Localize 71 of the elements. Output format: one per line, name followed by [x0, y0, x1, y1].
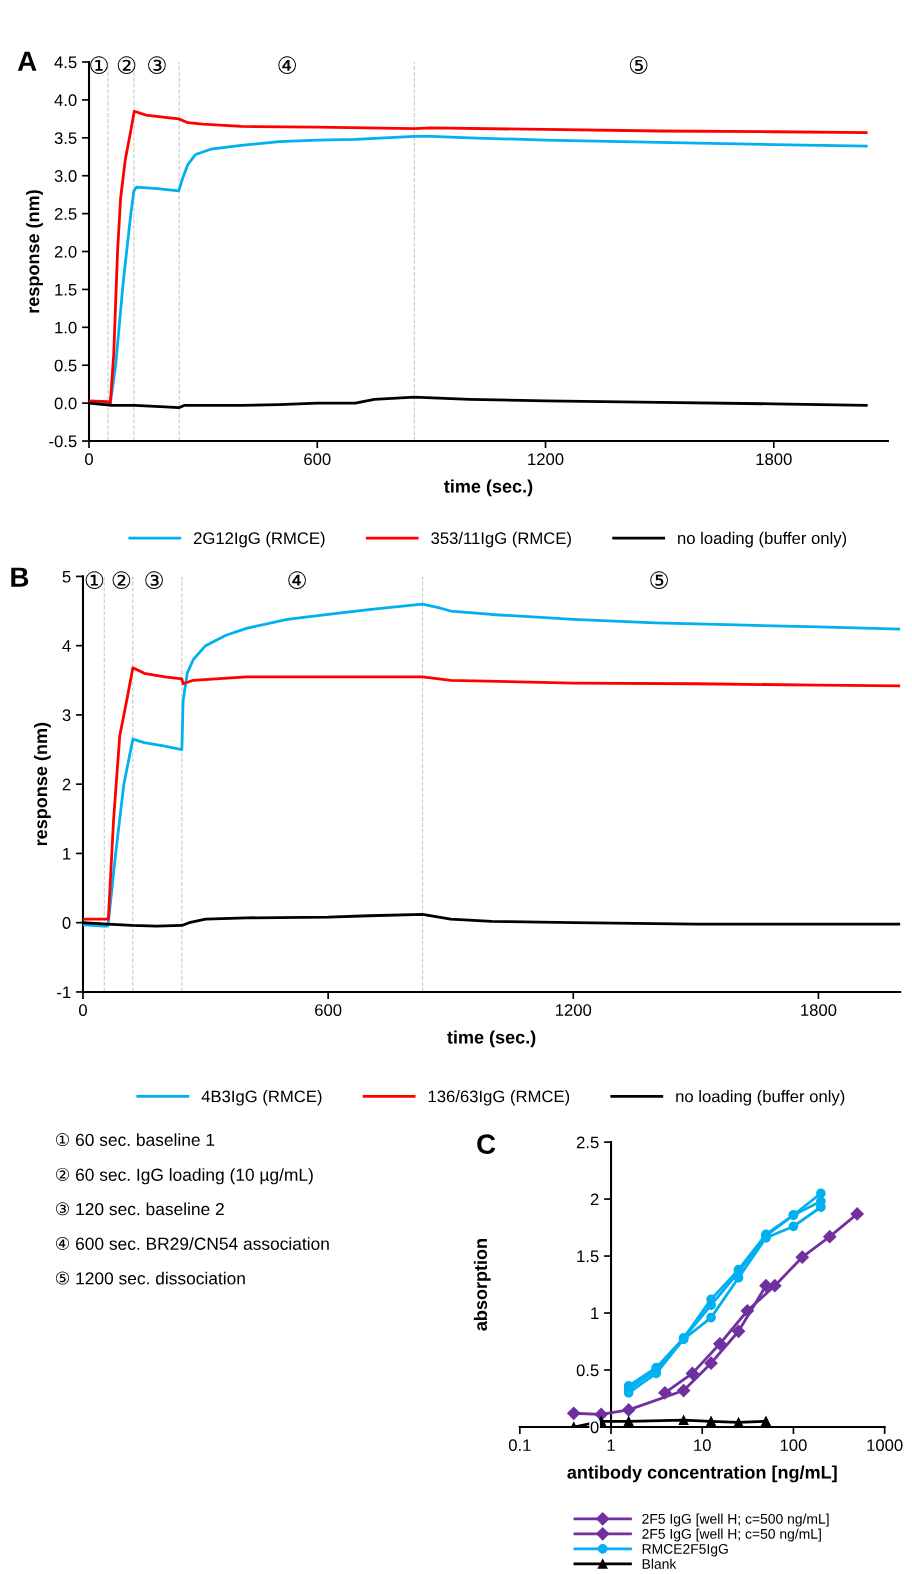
x-tick-label: 1 — [607, 1439, 615, 1451]
y-tick-label: 0 — [590, 1421, 599, 1434]
x-axis-title: time (sec.) — [447, 1030, 536, 1048]
y-tick-label: -1 — [57, 986, 71, 998]
annotation: ② — [112, 571, 131, 589]
y-tick-label: 2.5 — [54, 208, 77, 220]
annotation: ① — [85, 571, 104, 589]
y-tick-label: 2.0 — [54, 245, 77, 258]
chart-title: A — [17, 51, 37, 71]
y-tick-label: 3 — [62, 709, 71, 722]
y-tick-label: 1.5 — [577, 1250, 599, 1263]
y-tick-label: 1 — [591, 1307, 599, 1320]
legend-label: RMCE2F5IgG — [642, 1543, 728, 1557]
y-tick-label: 1.0 — [55, 321, 77, 334]
legend-label: 136/63IgG (RMCE) — [428, 1090, 570, 1106]
y-axis-title: response (nm) — [33, 722, 51, 846]
annotation: ② — [117, 56, 136, 75]
x-tick-label: 1200 — [528, 453, 564, 466]
annotation: ④ — [288, 571, 306, 589]
text: ① 60 sec. baseline 1 — [56, 1133, 215, 1147]
y-tick-label: 2 — [62, 778, 71, 791]
x-tick-label: 0 — [85, 453, 93, 466]
text: ④ 600 sec. BR29/CN54 association — [56, 1236, 329, 1250]
legend-label: 4B3IgG (RMCE) — [201, 1090, 322, 1106]
y-tick-label: 0 — [62, 917, 71, 929]
y-tick-label: 2 — [590, 1193, 599, 1206]
y-axis-title: absorption — [473, 1239, 491, 1331]
legend-label: 2F5 IgG [well H; c=500 ng/mL] — [642, 1513, 829, 1527]
y-tick-label: 0.5 — [54, 359, 77, 372]
x-tick-label: 0 — [79, 1004, 87, 1016]
y-tick-label: 4 — [62, 640, 71, 652]
chart-title: C — [477, 1134, 496, 1154]
y-tick-label: -0.5 — [49, 435, 77, 448]
y-tick-label: 3.0 — [54, 170, 77, 182]
annotation: ③ — [148, 56, 166, 75]
x-tick-label: 1000 — [867, 1439, 903, 1452]
y-tick-label: 1 — [63, 848, 71, 860]
annotation: ⑤ — [650, 571, 668, 589]
annotation: ③ — [145, 571, 163, 589]
x-axis-title: antibody concentration [ng/mL] — [567, 1465, 837, 1483]
y-tick-label: 0.5 — [576, 1364, 599, 1377]
y-tick-label: 2.5 — [576, 1136, 599, 1149]
x-axis-title: time (sec.) — [444, 479, 533, 497]
legend-label: 2F5 IgG [well H; c=50 ng/mL] — [642, 1528, 821, 1542]
y-tick-label: 3.5 — [54, 132, 77, 145]
x-tick-label: 1200 — [556, 1004, 592, 1016]
y-axis-title: response (nm) — [26, 190, 43, 313]
legend-label: no loading (buffer only) — [676, 1090, 845, 1106]
y-tick-label: 1.5 — [55, 284, 77, 296]
x-tick-label: 100 — [780, 1439, 807, 1452]
legend-label: no loading (buffer only) — [678, 531, 847, 548]
annotation: ① — [90, 56, 108, 75]
annotation: ④ — [278, 56, 296, 75]
y-tick-label: 5 — [62, 570, 71, 583]
text: ⑤ 1200 sec. dissociation — [56, 1271, 245, 1285]
y-tick-label: 4.5 — [54, 56, 77, 69]
x-tick-label: 1800 — [756, 453, 792, 466]
text: ② 60 sec. IgG loading (10 µg/mL) — [56, 1167, 313, 1185]
legend-label: 2G12IgG (RMCE) — [193, 531, 325, 548]
legend-label: Blank — [642, 1558, 677, 1569]
x-tick-label: 0.1 — [508, 1439, 531, 1452]
chart-title: B — [11, 567, 29, 587]
legend-label: 353/11IgG (RMCE) — [431, 531, 571, 548]
y-tick-label: 0.0 — [54, 397, 77, 410]
x-tick-label: 1800 — [801, 1004, 837, 1016]
y-tick-label: 4.0 — [54, 94, 77, 107]
x-tick-label: 10 — [694, 1439, 711, 1452]
annotation: ⑤ — [629, 56, 648, 75]
x-tick-label: 600 — [304, 453, 331, 466]
text: ③ 120 sec. baseline 2 — [56, 1202, 224, 1216]
x-tick-label: 600 — [315, 1004, 342, 1016]
